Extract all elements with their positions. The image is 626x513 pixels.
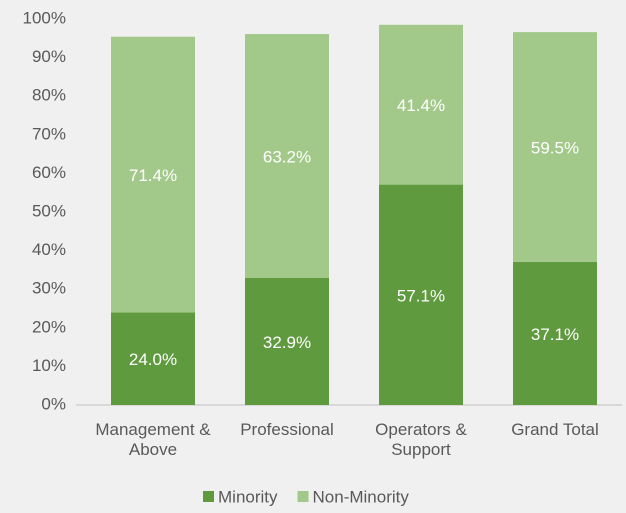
bar-segment xyxy=(245,278,329,405)
legend-label: Minority xyxy=(218,487,278,506)
data-label: 57.1% xyxy=(397,286,445,305)
legend-swatch xyxy=(203,491,214,502)
data-label: 32.9% xyxy=(263,333,311,352)
legend-label: Non-Minority xyxy=(313,487,410,506)
data-label: 37.1% xyxy=(531,325,579,344)
legend-swatch xyxy=(297,491,309,502)
bar-segment xyxy=(111,312,195,405)
bar-segment xyxy=(513,32,597,262)
data-label: 71.4% xyxy=(129,166,177,185)
y-tick-label: 80% xyxy=(32,86,66,105)
bar-segment xyxy=(245,34,329,279)
y-tick-label: 30% xyxy=(32,279,66,298)
bar-segment xyxy=(379,184,463,405)
x-tick-label: Management & Above xyxy=(95,420,211,459)
y-tick-label: 50% xyxy=(32,201,66,220)
bar-segment xyxy=(513,261,597,405)
x-tick-label: Grand Total xyxy=(511,420,599,439)
data-label: 24.0% xyxy=(129,350,177,369)
x-tick-label: Operators & Support xyxy=(375,420,467,459)
data-label: 59.5% xyxy=(531,138,579,157)
y-tick-label: 20% xyxy=(32,317,66,336)
bar-segment xyxy=(379,24,463,185)
y-tick-label: 70% xyxy=(32,124,66,143)
y-tick-label: 0% xyxy=(41,394,66,413)
y-tick-label: 10% xyxy=(32,356,66,375)
data-label: 41.4% xyxy=(397,96,445,115)
x-tick-label: Professional xyxy=(240,420,334,439)
data-label: 63.2% xyxy=(263,148,311,167)
y-tick-label: 90% xyxy=(32,47,66,66)
y-tick-label: 100% xyxy=(23,8,66,27)
y-tick-label: 40% xyxy=(32,240,66,259)
bar-segment xyxy=(111,36,195,313)
y-tick-label: 60% xyxy=(32,163,66,182)
